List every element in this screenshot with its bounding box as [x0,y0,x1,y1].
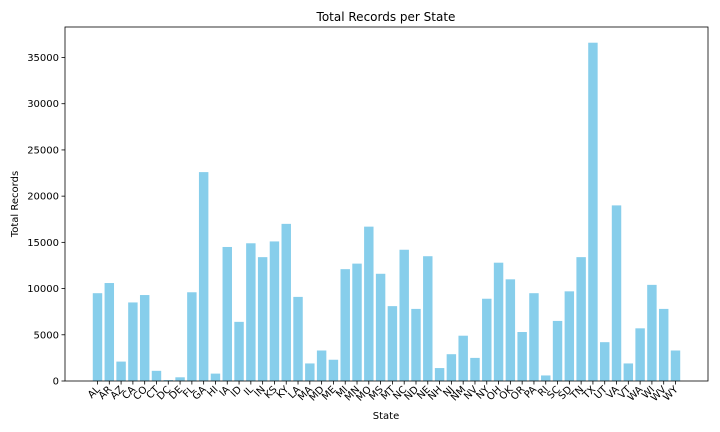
bar-wi [647,284,657,381]
bars-layer [92,42,681,382]
bar-ca [128,302,138,381]
bar-ut [600,342,610,381]
y-tick-label-0: 0 [53,377,59,388]
bar-ri [541,375,551,381]
bar-mi [340,269,350,381]
bar-vt [623,363,634,381]
bar-nj [446,354,457,381]
bar-ne [423,256,433,381]
bar-ct [151,370,162,381]
bar-mo [364,226,374,381]
bar-oh [493,262,504,381]
bar-sd [564,291,575,381]
x-tick-label-wy: WY [662,384,682,404]
bar-ga [198,172,209,381]
bar-nm [458,335,468,381]
bar-wa [635,328,645,381]
bar-ny [482,298,492,381]
plot-frame [64,26,709,382]
bar-wy [670,350,681,381]
x-axis-label: State [373,411,399,422]
bar-nh [434,368,445,381]
bar-id [234,321,244,381]
y-tick-label-5000: 5000 [34,330,59,341]
bar-dc [163,380,173,381]
x-axis: ALARAZCACOCTDCDEFLGAHIIAIDILINKSKYLAMAMD… [86,381,681,404]
bar-ma [305,363,315,381]
bar-ms [375,273,386,381]
bar-hi [210,373,221,381]
bar-ar [104,283,115,381]
bar-mt [387,306,398,381]
bar-ks [269,241,280,381]
bar-va [611,205,622,381]
bar-al [92,293,103,381]
bar-pa [529,293,539,381]
bar-md [316,350,327,381]
bar-me [328,359,339,381]
bar-ky [281,223,291,381]
bar-wv [658,308,669,381]
y-tick-label-25000: 25000 [27,145,59,156]
y-axis-label: Total Records [10,171,21,238]
bar-in [257,257,268,381]
bar-nv [470,357,480,381]
bar-tx [588,42,598,382]
bar-or [517,332,527,381]
bar-mn [352,263,362,381]
chart-title: Total Records per State [316,10,456,24]
bar-fl [187,292,197,381]
bar-tn [576,257,586,381]
y-axis: 0 5000 10000 15000 20000 25000 30000 35000 [27,53,65,388]
bar-ia [222,246,232,381]
y-tick-label-15000: 15000 [27,238,59,249]
x-tick-label-id: ID [229,384,245,400]
bar-ok [505,279,516,381]
y-tick-label-30000: 30000 [27,99,59,110]
y-tick-label-20000: 20000 [27,192,59,203]
bar-la [293,296,303,381]
bar-de [175,377,185,381]
bar-nc [399,249,409,381]
bar-co [139,295,150,381]
bar-il [246,243,256,381]
y-tick-label-35000: 35000 [27,53,59,64]
bar-sc [552,320,563,381]
bar-nd [411,308,421,381]
y-tick-label-10000: 10000 [27,284,59,295]
bar-az [116,361,126,381]
